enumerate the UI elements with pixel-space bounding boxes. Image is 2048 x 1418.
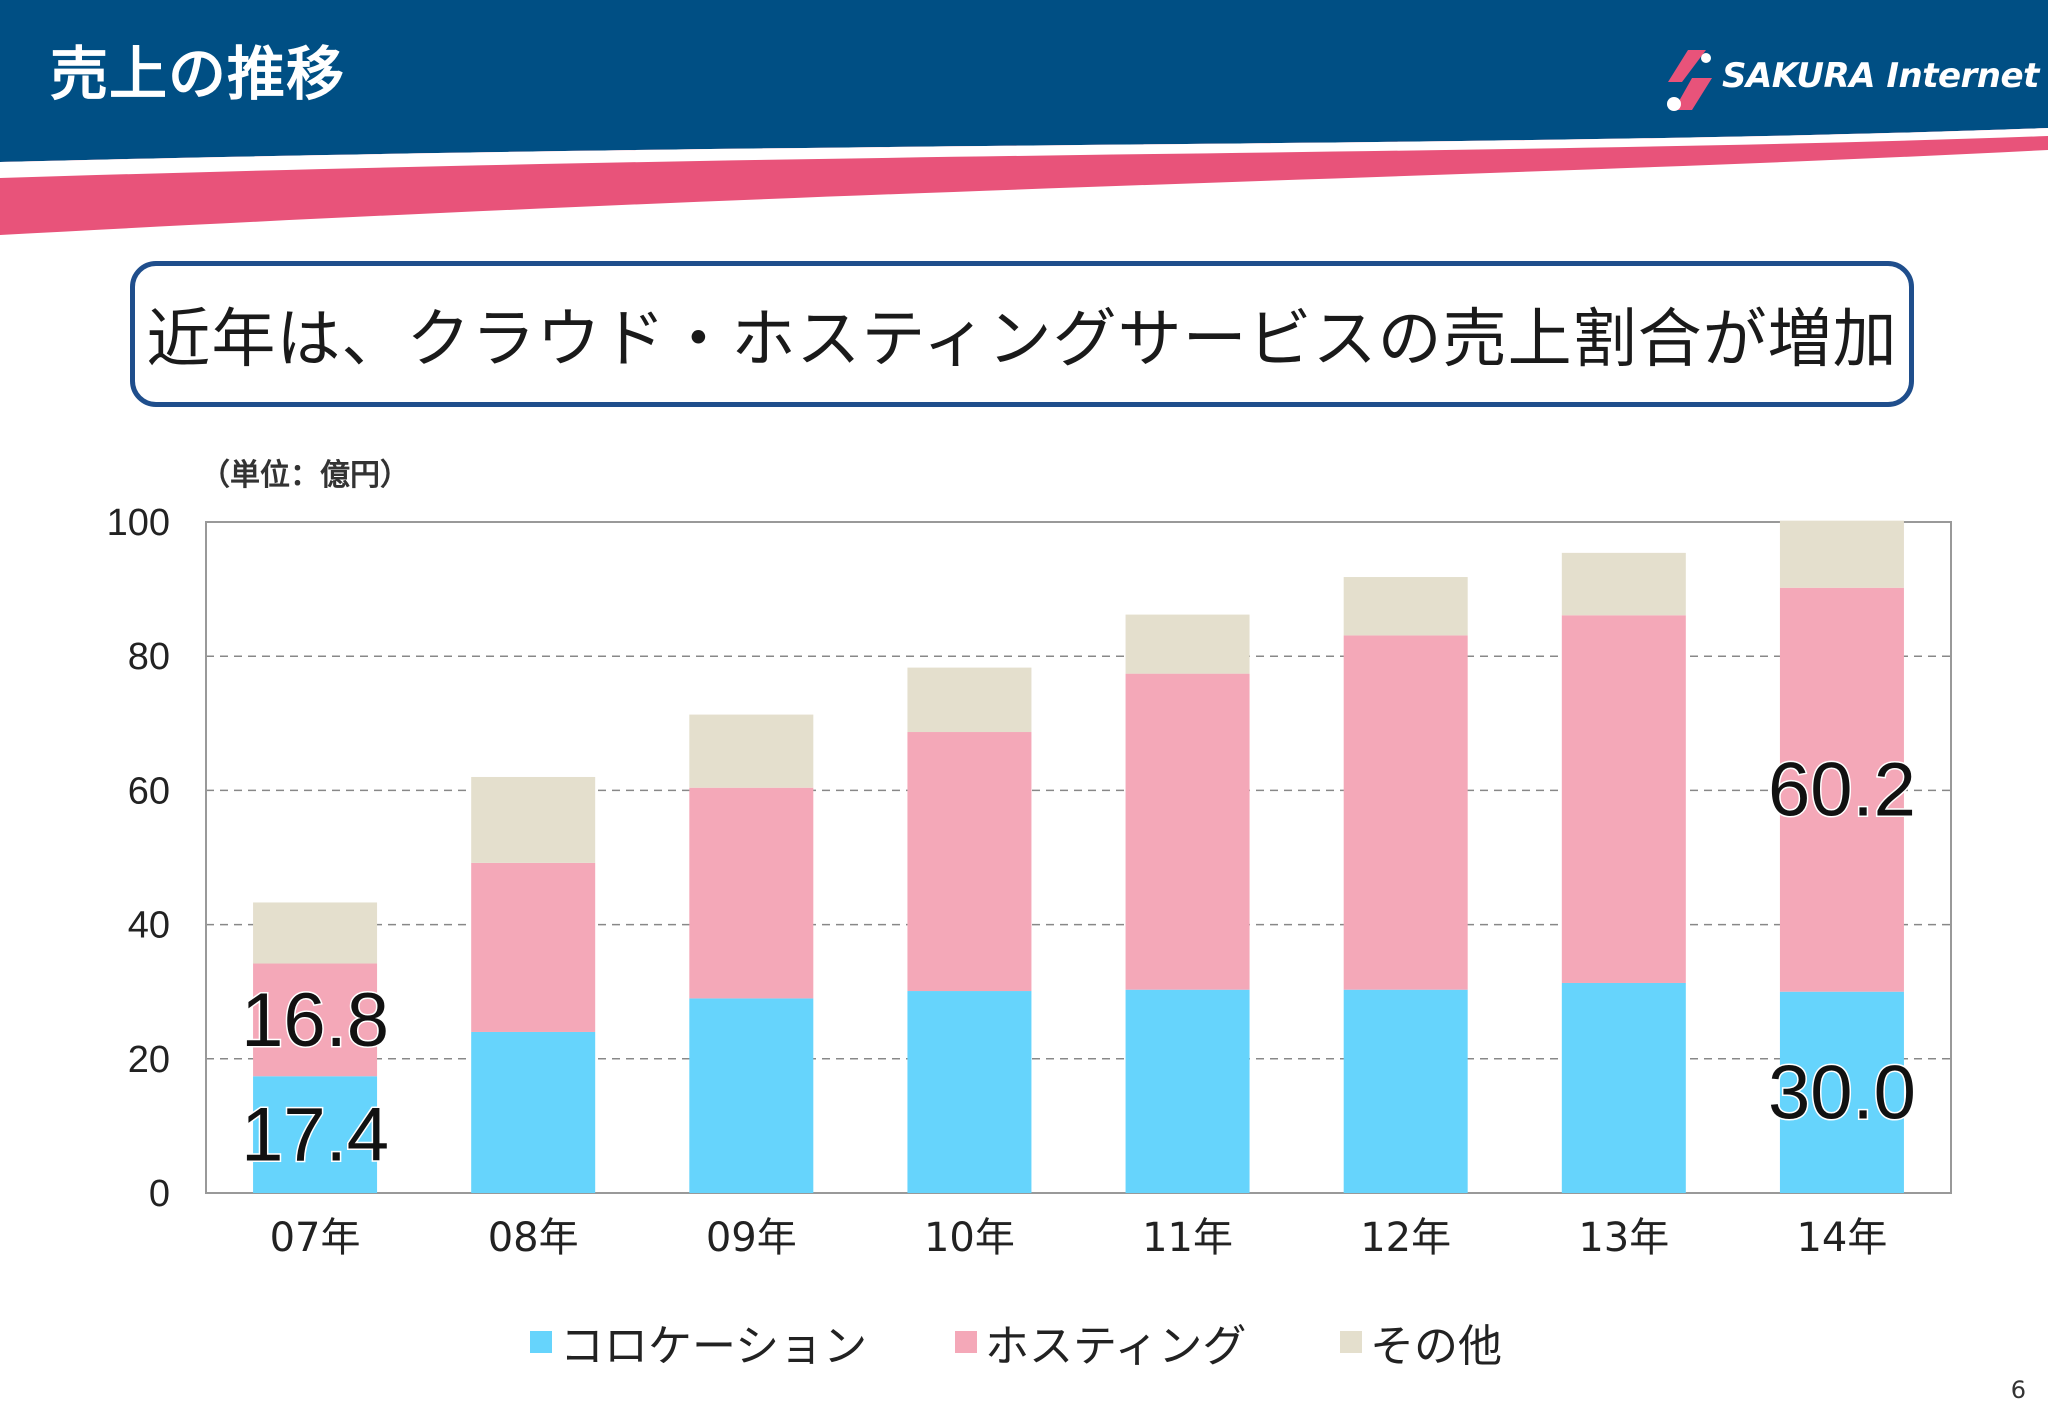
sakura-internet-logo[interactable]: SAKURA Internet — [1662, 46, 2039, 114]
bar-segment — [1561, 615, 1686, 983]
bar-segment — [1125, 673, 1250, 990]
sakura-logo-icon — [1667, 50, 1712, 111]
callout-text: 近年は、クラウド・ホスティングサービスの売上割合が増加 — [146, 303, 1898, 377]
legend-label: その他 — [1370, 1321, 1502, 1372]
sales-stacked-bar-chart: 0 20 40 60 80 100 07年 08年 09年 10年 11年 12年 13年 14年 16.8… — [107, 502, 1952, 1261]
bar-segment — [689, 714, 814, 788]
bar-segment — [907, 732, 1032, 992]
x-tick-label: 10年 — [924, 1215, 1015, 1261]
bar-segment — [1343, 577, 1468, 636]
y-tick-label: 100 — [107, 502, 170, 544]
y-tick-label: 40 — [128, 905, 170, 947]
x-tick-label: 09年 — [706, 1215, 797, 1261]
x-tick-label: 07年 — [270, 1215, 361, 1261]
data-label: 60.2 — [1768, 748, 1916, 833]
bar-segment — [1561, 552, 1686, 616]
legend-item: ホスティング — [955, 1310, 1246, 1374]
bar-segment — [689, 787, 814, 999]
data-label: 30.0 — [1768, 1050, 1916, 1135]
bar-segment — [907, 991, 1032, 1193]
page-number: 6 — [2010, 1376, 2026, 1404]
bar-segment — [907, 667, 1032, 733]
bar-segment — [253, 963, 378, 1077]
x-tick-label: 11年 — [1142, 1215, 1233, 1261]
plot-area-border — [205, 521, 1952, 1194]
bar-segment — [1343, 635, 1468, 990]
bar-segment — [1779, 587, 1904, 992]
unit-label: （単位：億円） — [200, 458, 410, 493]
data-label: 17.4 — [241, 1093, 389, 1178]
y-tick-label: 80 — [128, 636, 170, 678]
legend-label: ホスティング — [985, 1321, 1247, 1372]
bar-segment — [1125, 989, 1250, 1193]
y-tick-label: 20 — [128, 1039, 170, 1081]
x-tick-label: 12年 — [1360, 1215, 1451, 1261]
y-tick-label: 0 — [149, 1173, 170, 1215]
bar-segment — [253, 902, 378, 964]
legend-item: その他 — [1340, 1310, 1502, 1374]
bar-segment — [253, 1076, 378, 1193]
chart-legend: コロケーション ホスティング その他 — [0, 1310, 2048, 1372]
page-title: 売上の推移 — [50, 40, 346, 108]
bar-segment — [1343, 989, 1468, 1193]
legend-label: コロケーション — [560, 1321, 868, 1372]
bar-segment — [1779, 991, 1904, 1193]
x-tick-label: 13年 — [1578, 1215, 1669, 1261]
bar-segment — [471, 862, 596, 1032]
x-tick-label: 14年 — [1796, 1215, 1887, 1261]
legend-swatch — [955, 1331, 977, 1353]
legend-item: コロケーション — [530, 1310, 867, 1374]
legend-swatch — [1340, 1331, 1362, 1353]
bar-segment — [1779, 520, 1904, 588]
summary-callout: 近年は、クラウド・ホスティングサービスの売上割合が増加 — [130, 261, 1914, 407]
bar-segment — [689, 998, 814, 1193]
data-label: 16.8 — [241, 978, 389, 1063]
legend-swatch — [530, 1331, 552, 1353]
bar-segment — [1125, 614, 1250, 674]
bar-segment — [1561, 982, 1686, 1193]
bar-segment — [471, 776, 596, 863]
header-background — [0, 0, 2048, 235]
logo-text: SAKURA Internet — [1722, 56, 2039, 96]
bar-segment — [471, 1031, 596, 1193]
y-tick-label: 60 — [128, 770, 170, 812]
header-banner: 売上の推移 SAKURA Internet — [0, 0, 2048, 240]
x-tick-label: 08年 — [488, 1215, 579, 1261]
